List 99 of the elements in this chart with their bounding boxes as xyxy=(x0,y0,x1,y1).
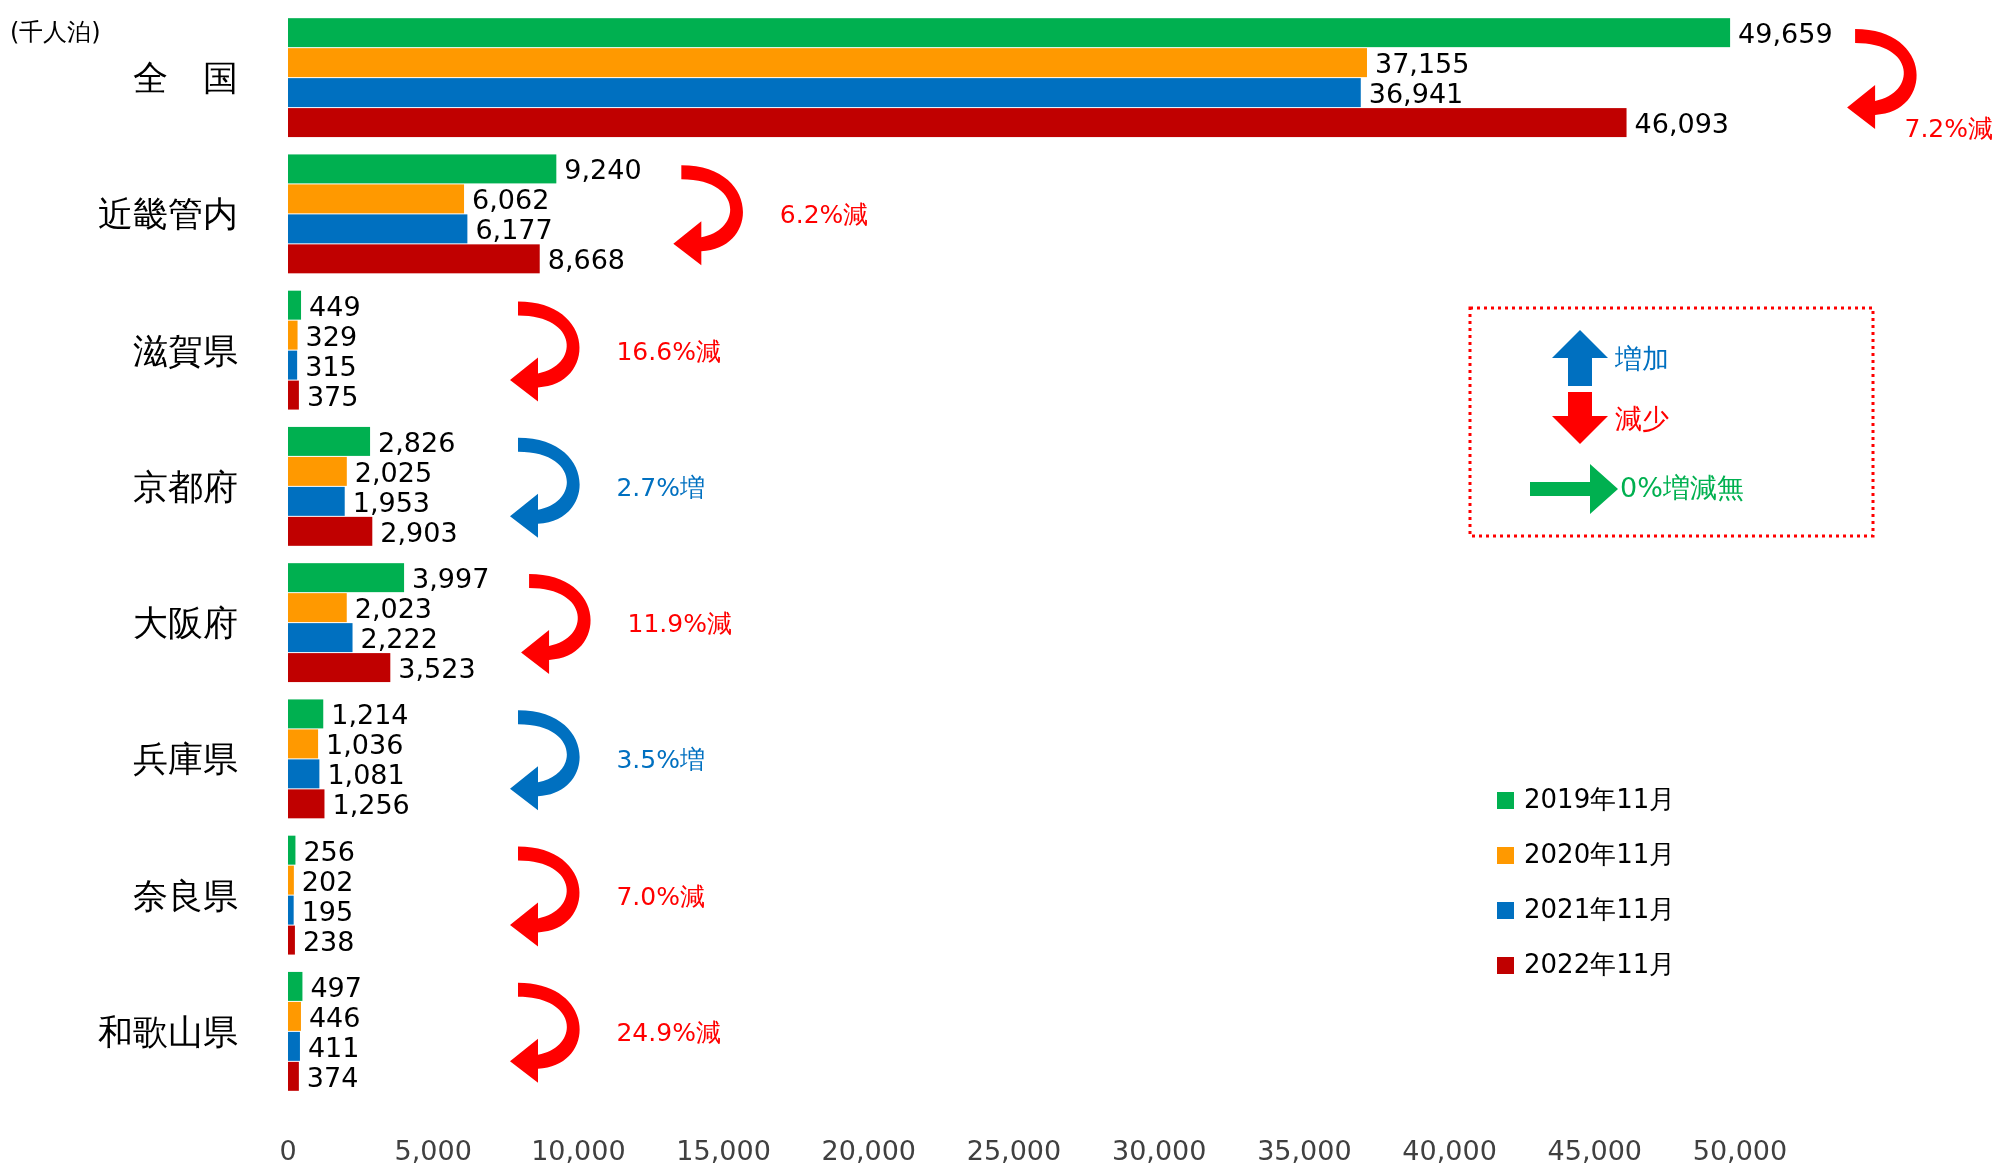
bar xyxy=(288,895,294,925)
bar xyxy=(288,729,319,759)
x-tick-label: 45,000 xyxy=(1547,1135,1643,1165)
y-tick-label: 全 国 xyxy=(133,58,238,99)
data-label: 6,062 xyxy=(472,184,550,216)
y-axis-title: (千人泊) xyxy=(10,18,101,46)
data-label: 9,240 xyxy=(564,154,642,186)
data-label: 497 xyxy=(310,971,362,1003)
x-tick-label: 10,000 xyxy=(531,1135,626,1165)
annotation: 6.2%減 xyxy=(779,200,869,230)
data-label: 36,941 xyxy=(1368,78,1464,110)
x-tick-label: 5,000 xyxy=(394,1135,472,1165)
x-tick-label: 20,000 xyxy=(821,1135,917,1165)
data-label: 2,025 xyxy=(354,456,433,488)
y-tick-label: 奈良県 xyxy=(133,875,238,916)
data-label: 1,081 xyxy=(327,759,405,791)
data-label: 202 xyxy=(301,865,354,897)
text: 7.2%減 xyxy=(1904,114,1993,144)
x-tick-label: 35,000 xyxy=(1257,1135,1352,1165)
bar xyxy=(288,380,299,410)
annotation: 24.9%減 xyxy=(616,1017,721,1047)
annotation: 3.5%増 xyxy=(616,745,705,775)
x-tick-label: 50,000 xyxy=(1692,1135,1788,1165)
bar xyxy=(288,456,347,486)
x-tick-label: 15,000 xyxy=(676,1135,771,1165)
data-label: 2,222 xyxy=(360,623,438,655)
data-label: 2,826 xyxy=(378,426,456,458)
data-label: 375 xyxy=(306,380,359,412)
bar xyxy=(288,214,468,244)
data-label: 315 xyxy=(305,350,357,382)
bar xyxy=(288,971,303,1001)
legend-label: 2021年11月 xyxy=(1524,894,1676,924)
y-tick-label: 近畿管内 xyxy=(98,194,238,235)
data-label: 2,023 xyxy=(354,593,433,625)
bar xyxy=(288,486,345,516)
data-label: 8,668 xyxy=(547,244,626,276)
annotation: 16.6%減 xyxy=(616,336,721,366)
x-tick-label: 30,000 xyxy=(1111,1135,1207,1165)
data-label: 256 xyxy=(303,835,355,867)
annotation: 増加 xyxy=(1614,343,1669,374)
bar xyxy=(288,516,373,546)
y-tick-label: 大阪府 xyxy=(133,603,238,644)
bar xyxy=(288,154,557,184)
bar xyxy=(288,623,353,653)
legend-label: 2020年11月 xyxy=(1524,839,1676,869)
data-label: 37,155 xyxy=(1374,48,1470,80)
bar xyxy=(288,1031,300,1061)
bar xyxy=(288,759,320,789)
bar xyxy=(288,320,298,350)
data-label: 49,659 xyxy=(1738,18,1833,50)
bar xyxy=(288,426,371,456)
y-tick-label: 滋賀県 xyxy=(133,330,238,371)
bar xyxy=(288,865,294,895)
bar xyxy=(288,925,295,955)
bar xyxy=(288,350,298,380)
x-tick-label: 40,000 xyxy=(1402,1135,1497,1165)
bar xyxy=(288,244,540,274)
annotation: 2.7%増 xyxy=(616,472,705,502)
bar xyxy=(288,48,1367,78)
legend-label: 2019年11月 xyxy=(1524,784,1676,814)
annotation: 7.0%減 xyxy=(616,881,705,911)
bar xyxy=(288,290,302,320)
legend-label: 2022年11月 xyxy=(1524,949,1676,979)
data-label: 195 xyxy=(301,895,354,927)
bar xyxy=(288,18,1731,48)
y-tick-label: 和歌山県 xyxy=(98,1011,238,1052)
y-tick-label: 兵庫県 xyxy=(133,739,238,780)
bar xyxy=(288,78,1361,108)
y-tick-label: 京都府 xyxy=(133,466,238,507)
data-label: 411 xyxy=(307,1031,360,1063)
bar xyxy=(288,1001,301,1031)
data-label: 3,523 xyxy=(398,653,476,685)
annotation: 11.9%減 xyxy=(627,609,732,639)
data-label: 6,177 xyxy=(475,214,553,246)
data-label: 2,903 xyxy=(380,516,458,548)
data-label: 446 xyxy=(308,1001,361,1033)
bar xyxy=(288,653,391,683)
bar xyxy=(288,789,325,819)
bar xyxy=(288,699,324,729)
bar xyxy=(288,593,347,623)
bar xyxy=(288,835,296,865)
data-label: 46,093 xyxy=(1634,108,1730,140)
data-label: 1,256 xyxy=(332,789,410,821)
data-label: 374 xyxy=(306,1061,359,1093)
bar xyxy=(288,184,465,214)
data-label: 1,214 xyxy=(331,699,409,731)
data-label: 3,997 xyxy=(412,563,490,595)
x-tick-label: 0 xyxy=(279,1135,297,1165)
data-label: 329 xyxy=(305,320,358,352)
data-label: 449 xyxy=(309,290,361,322)
data-label: 238 xyxy=(302,925,355,957)
data-label: 1,953 xyxy=(352,486,431,518)
bar xyxy=(288,108,1627,138)
x-tick-label: 25,000 xyxy=(966,1135,1062,1165)
annotation: 0%増減無 xyxy=(1620,472,1744,503)
bar xyxy=(288,563,405,593)
data-label: 1,036 xyxy=(326,729,404,761)
annotation: 減少 xyxy=(1615,403,1669,434)
bar xyxy=(288,1061,299,1091)
